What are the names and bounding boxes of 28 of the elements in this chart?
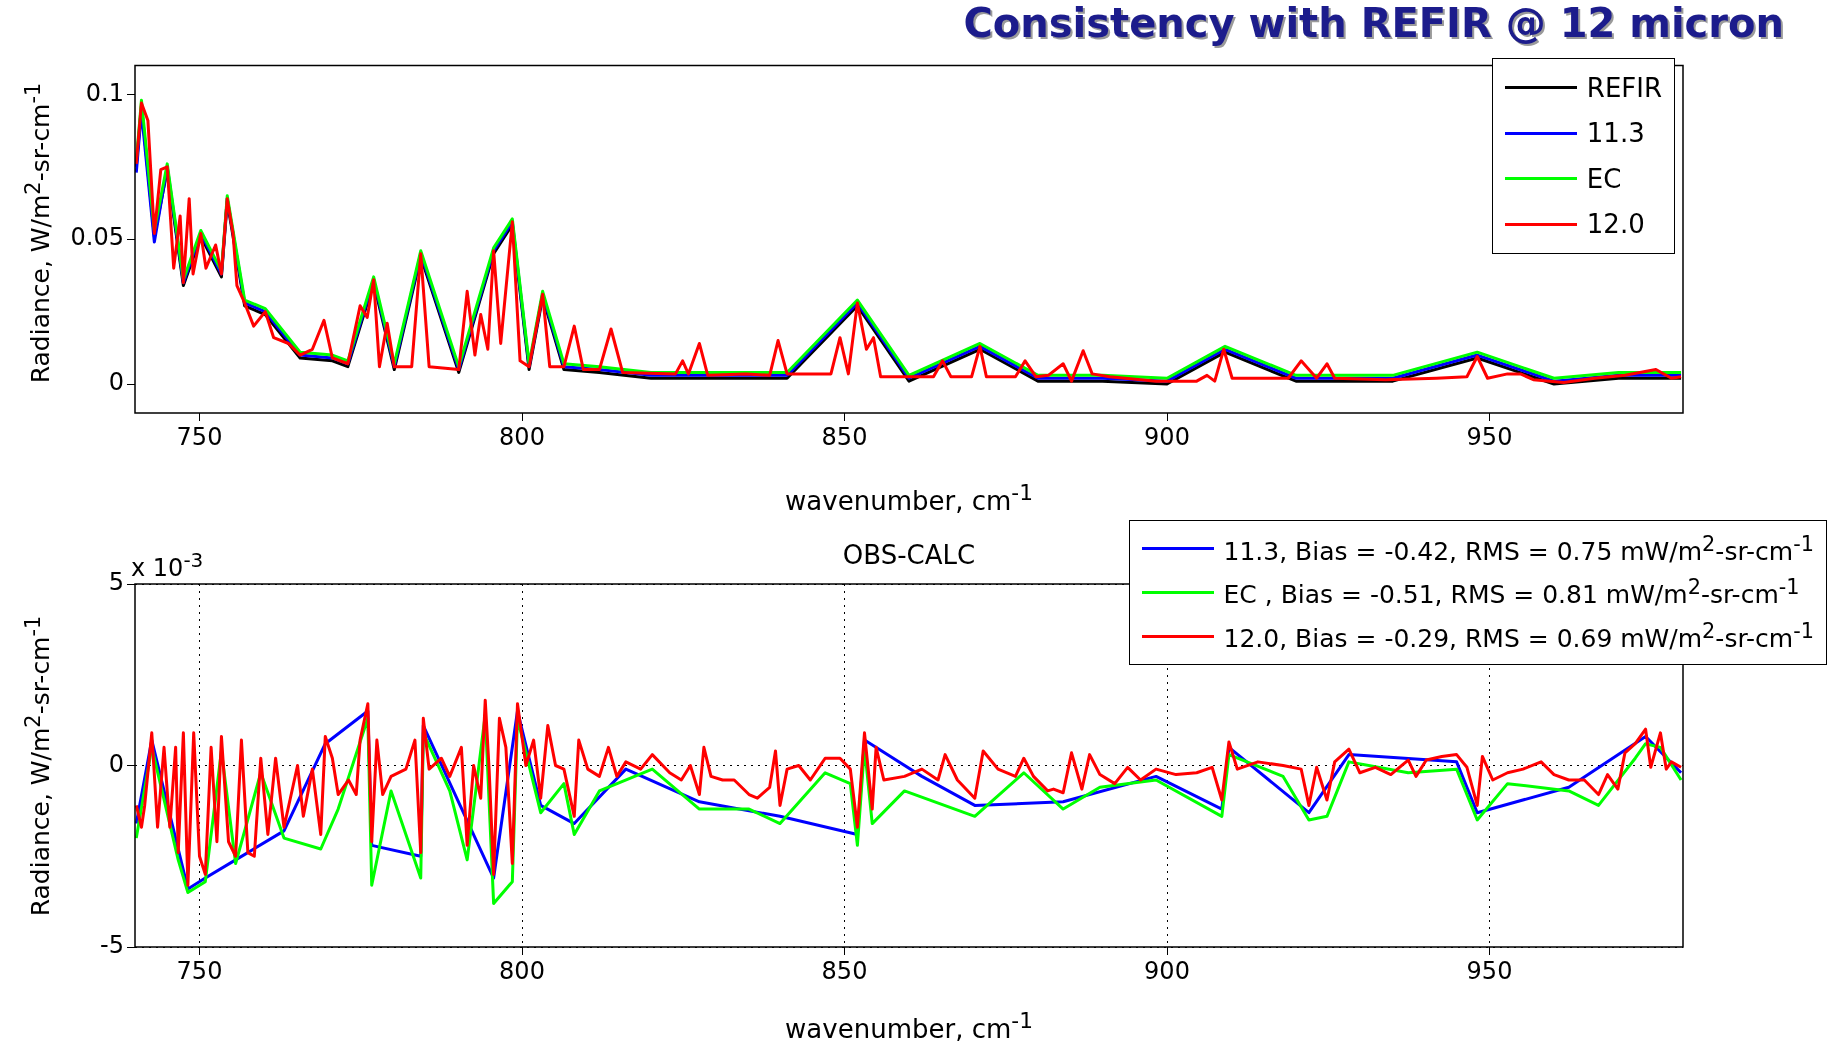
x-axis-title: wavenumber, cm$^{-1}$	[785, 480, 1033, 516]
x-tick-label: 900	[1144, 956, 1190, 985]
y-tick-label: 0	[108, 368, 124, 397]
chart-title: OBS-CALC	[842, 540, 976, 570]
y-tick-label: 0	[108, 749, 124, 778]
x-tick-label: 800	[499, 956, 545, 985]
legend-label: 11.3	[1586, 118, 1645, 149]
y-tick-label: -5	[100, 931, 124, 960]
x-tick-label: 950	[1466, 422, 1513, 451]
legend-label: 12.0	[1586, 209, 1645, 240]
y-tick-label: 0.05	[70, 223, 124, 252]
x-tick-label: 850	[821, 422, 868, 451]
y-tick-label: 5	[108, 568, 124, 597]
legend-label: EC , Bias = -0.51, RMS = 0.81 mW/m$^{2}$-sr-cm$^{-1}$	[1223, 575, 1800, 610]
legend-label: EC	[1586, 163, 1622, 194]
x-tick-label: 850	[821, 956, 868, 985]
chart-title: Consistency with REFIR @ 12 micron	[963, 0, 1784, 46]
x-tick-label: 750	[176, 422, 223, 451]
x-tick-label: 900	[1144, 422, 1190, 451]
x-tick-label: 800	[499, 422, 545, 451]
x-tick-label: 950	[1466, 956, 1513, 985]
legend-label: 12.0, Bias = -0.29, RMS = 0.69 mW/m$^{2}$-sr-cm$^{-1}$	[1223, 619, 1814, 654]
y-tick-label: 0.1	[85, 78, 124, 107]
text: x 10$^{-3}$	[131, 548, 204, 582]
legend-label: REFIR	[1586, 72, 1662, 103]
x-axis-title: wavenumber, cm$^{-1}$	[785, 1008, 1033, 1044]
legend-label: 11.3, Bias = -0.42, RMS = 0.75 mW/m$^{2}$-sr-cm$^{-1}$	[1223, 531, 1814, 567]
x-tick-label: 750	[176, 956, 223, 985]
